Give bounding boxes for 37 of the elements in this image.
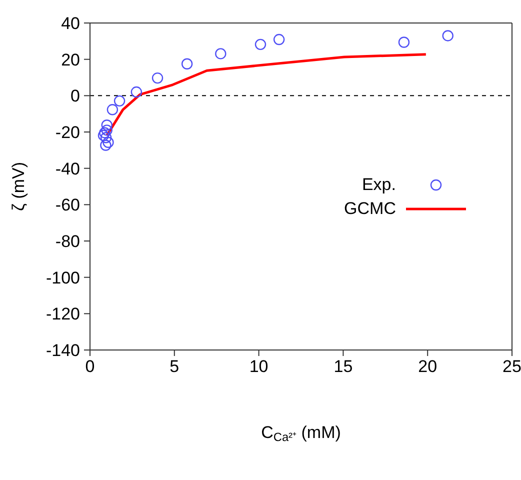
- y-tick-label: -100: [46, 268, 80, 288]
- point: [398, 36, 410, 48]
- point: [101, 119, 112, 131]
- legend-label: GCMC: [344, 199, 396, 219]
- y-tick-label: -60: [55, 196, 80, 215]
- point: [100, 140, 112, 151]
- x-tick-label: 15: [334, 357, 353, 376]
- x-tick-label: 20: [418, 357, 438, 376]
- y-tick-label: -20: [55, 123, 80, 142]
- point: [273, 34, 285, 46]
- y-axis-title: ζ (mV): [9, 162, 28, 212]
- y-tick-label: -80: [55, 232, 80, 252]
- point: [442, 30, 454, 42]
- point: [98, 130, 110, 142]
- y-tick-label: 20: [61, 50, 80, 70]
- point: [114, 95, 126, 107]
- y-tick-label: 40: [61, 14, 80, 34]
- point: [99, 127, 110, 138]
- point: [215, 48, 226, 60]
- point: [106, 104, 118, 116]
- legend-label: Exp.: [362, 175, 396, 195]
- point: [130, 86, 142, 98]
- x-tick-label: 5: [170, 357, 180, 376]
- point: [102, 136, 114, 148]
- point: [181, 58, 193, 70]
- point: [101, 124, 112, 136]
- point: [254, 38, 266, 50]
- x-axis-title: C$_{Ca²⁺}$ (mM): [261, 423, 341, 444]
- y-tick-label: -120: [46, 304, 80, 324]
- point: [152, 72, 164, 84]
- x-tick-label: 25: [502, 357, 521, 376]
- y-tick-label: 0: [70, 86, 80, 106]
- point: [100, 132, 112, 144]
- x-tick-label: 10: [249, 357, 268, 376]
- y-tick-label: -40: [55, 159, 80, 178]
- x-tick-label: 0: [85, 357, 95, 376]
- y-tick-label: -140: [46, 341, 80, 360]
